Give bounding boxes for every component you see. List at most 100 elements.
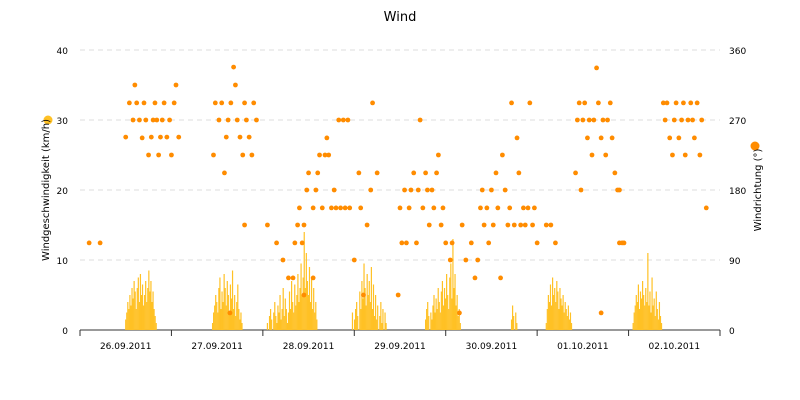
speed-bar: [644, 305, 646, 330]
speed-bar: [635, 295, 637, 330]
speed-bar: [652, 305, 654, 330]
speed-bar: [300, 263, 302, 330]
direction-point: [521, 205, 526, 211]
speed-bar: [285, 309, 287, 330]
speed-bar: [372, 284, 375, 330]
direction-point: [507, 205, 513, 211]
direction-point: [505, 222, 511, 228]
speed-bar: [233, 309, 235, 330]
direction-point: [290, 275, 296, 281]
speed-bar: [282, 288, 284, 330]
direction-point: [525, 205, 531, 211]
speed-bar: [218, 288, 220, 330]
speed-bar: [312, 309, 314, 330]
direction-point: [703, 205, 709, 211]
direction-point: [374, 170, 380, 176]
direction-point: [685, 117, 691, 123]
speed-bar: [426, 309, 428, 330]
speed-bar: [365, 305, 367, 330]
speed-bar: [279, 295, 281, 330]
speed-bar: [515, 312, 517, 330]
direction-point: [440, 205, 446, 211]
speed-bar: [304, 288, 306, 330]
direction-point: [502, 187, 508, 193]
speed-bar: [653, 298, 655, 330]
direction-point: [600, 117, 606, 123]
speed-bar: [442, 305, 445, 330]
direction-point: [280, 257, 286, 263]
speed-bar: [234, 295, 236, 330]
right-tick-label: 270: [729, 117, 746, 127]
direction-point: [158, 134, 163, 140]
speed-bar: [655, 291, 657, 330]
direction-point: [86, 240, 92, 246]
x-tick-label: 29.09.2011: [374, 342, 426, 352]
speed-bar: [127, 302, 129, 330]
speed-bar: [550, 305, 553, 330]
direction-point: [167, 117, 173, 123]
speed-bar: [428, 316, 430, 330]
speed-bar: [382, 309, 384, 330]
speed-bar: [146, 302, 148, 330]
direction-point: [299, 240, 305, 246]
speed-bar: [432, 305, 434, 330]
direction-point: [134, 100, 140, 106]
direction-point: [662, 117, 668, 123]
direction-point: [361, 292, 366, 298]
direction-point: [692, 135, 697, 141]
direction-point: [301, 292, 307, 298]
speed-bar: [355, 309, 357, 330]
direction-point: [671, 117, 677, 123]
speed-bar: [353, 319, 356, 330]
direction-point: [164, 134, 170, 140]
direction-point: [137, 117, 142, 123]
direction-point: [223, 134, 229, 140]
speed-bar: [448, 309, 450, 330]
direction-point: [682, 152, 688, 158]
speed-bar: [287, 312, 290, 330]
direction-point: [139, 135, 145, 141]
speed-bar: [306, 281, 308, 330]
speed-bar: [298, 302, 300, 330]
speed-bar: [651, 277, 653, 330]
speed-bar: [657, 319, 659, 330]
speed-bar: [299, 288, 301, 330]
speed-bar: [129, 295, 131, 330]
direction-point: [426, 222, 432, 228]
speed-bar: [297, 274, 299, 330]
speed-bar: [374, 295, 377, 330]
speed-bar: [130, 305, 132, 330]
speed-bar: [132, 298, 134, 330]
speed-bar: [223, 274, 225, 330]
direction-point: [254, 117, 259, 123]
direction-point: [532, 205, 537, 211]
speed-bar: [633, 312, 635, 330]
left-tick-label: 40: [57, 47, 69, 57]
direction-point: [607, 100, 613, 106]
direction-point: [233, 82, 238, 88]
direction-point: [481, 222, 487, 228]
speed-bar: [430, 312, 432, 330]
direction-legend-marker[interactable]: [750, 141, 760, 151]
speed-bar: [131, 288, 133, 330]
direction-point: [152, 100, 158, 106]
x-tick-label: 30.09.2011: [466, 342, 518, 352]
speed-bar: [658, 302, 661, 330]
speed-legend-marker[interactable]: [43, 115, 53, 125]
speed-bar: [451, 298, 453, 330]
direction-point: [447, 257, 453, 263]
left-axis-ticks: 0 10 20 30 40: [57, 47, 69, 337]
left-tick-label: 30: [57, 117, 69, 127]
direction-point: [679, 117, 684, 123]
speed-bar: [152, 291, 154, 330]
speed-bar: [213, 312, 215, 330]
speed-bar: [379, 316, 381, 330]
right-axis-ticks: 0 90 180 270 360: [729, 47, 746, 337]
speed-bar: [313, 288, 315, 330]
direction-point: [431, 205, 437, 211]
speed-bar: [660, 323, 663, 330]
direction-point: [286, 275, 291, 281]
speed-bar: [145, 281, 147, 330]
direction-point: [176, 134, 182, 140]
direction-point: [534, 240, 540, 246]
